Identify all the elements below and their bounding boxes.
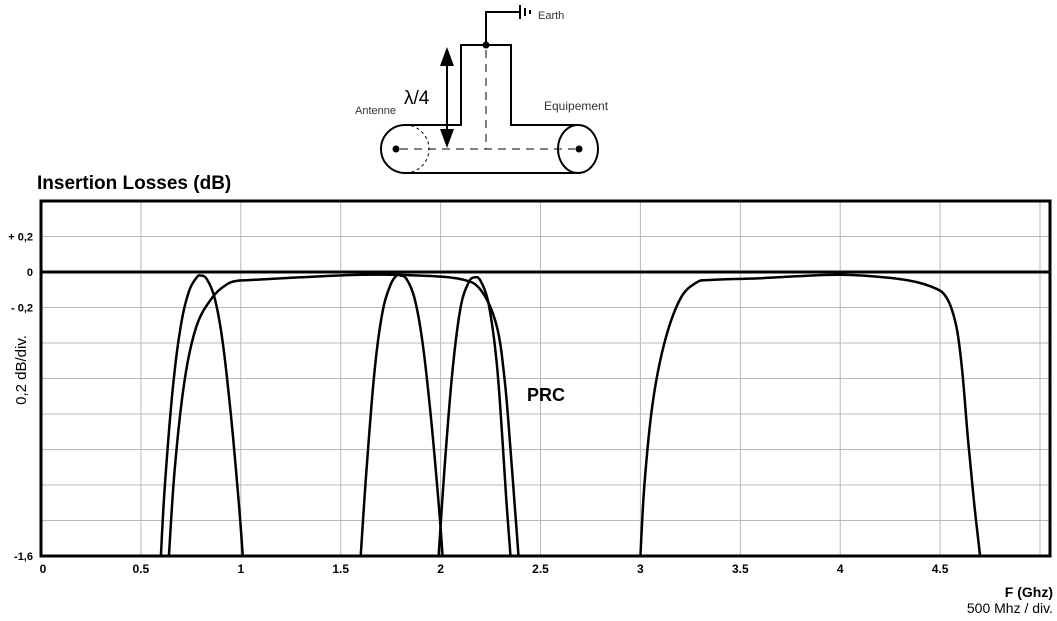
earth-wire bbox=[485, 11, 520, 45]
series-layer bbox=[159, 273, 982, 557]
earth-label: Earth bbox=[538, 10, 564, 22]
x-tick-label: 3 bbox=[637, 562, 644, 576]
series-curve-3 bbox=[359, 273, 444, 557]
series-curve-4 bbox=[437, 275, 512, 557]
y-tick-label: - 0,2 bbox=[11, 303, 33, 315]
y-tick-label: -1,6 bbox=[14, 551, 33, 563]
y-axis-label: 0,2 dB/div. bbox=[13, 335, 30, 405]
quarter-wave-stub-diagram: λ/4 Earth Antenne Equipement bbox=[355, 5, 609, 174]
x-tick-label: 1.5 bbox=[332, 562, 349, 576]
prc-annotation: PRC bbox=[527, 385, 565, 405]
coax-left-end bbox=[380, 124, 406, 174]
chart-title: Insertion Losses (dB) bbox=[37, 173, 231, 194]
x-tick-label: 4.5 bbox=[932, 562, 949, 576]
series-curve-1 bbox=[159, 274, 245, 557]
plot-frame bbox=[39, 199, 1052, 558]
y-tick-label: 0 bbox=[27, 267, 33, 279]
x-tick-label: 2.5 bbox=[532, 562, 549, 576]
x-tick-label: 1 bbox=[237, 562, 244, 576]
stub-outline bbox=[405, 44, 578, 126]
x-axis-label: F (Ghz) bbox=[1005, 584, 1053, 600]
x-tick-label: 0.5 bbox=[133, 562, 150, 576]
y-tick-labels: + 0,2 0 - 0,2 -1,6 bbox=[8, 232, 33, 564]
lambda-quarter-label: λ/4 bbox=[404, 88, 430, 109]
y-tick-label: + 0,2 bbox=[8, 232, 33, 244]
x-tick-labels: 0 0.5 1 1.5 2 2.5 3 3.5 4 4.5 bbox=[40, 562, 949, 576]
x-tick-label: 2 bbox=[437, 562, 444, 576]
x-tick-label: 4 bbox=[837, 562, 844, 576]
series-curve-5 bbox=[639, 273, 982, 557]
x-tick-label: 0 bbox=[40, 562, 47, 576]
x-axis-unit-label: 500 Mhz / div. bbox=[967, 600, 1053, 616]
length-arrow-head-up bbox=[440, 47, 454, 66]
length-arrow-head-down bbox=[440, 129, 454, 148]
antenna-port-dot bbox=[392, 145, 400, 153]
equipment-port-dot bbox=[575, 145, 583, 153]
x-tick-label: 3.5 bbox=[732, 562, 749, 576]
series-curve-2 bbox=[167, 273, 520, 557]
grid-lines bbox=[41, 201, 1050, 556]
equipment-label: Equipement bbox=[544, 99, 609, 113]
antenna-label: Antenne bbox=[355, 105, 396, 117]
